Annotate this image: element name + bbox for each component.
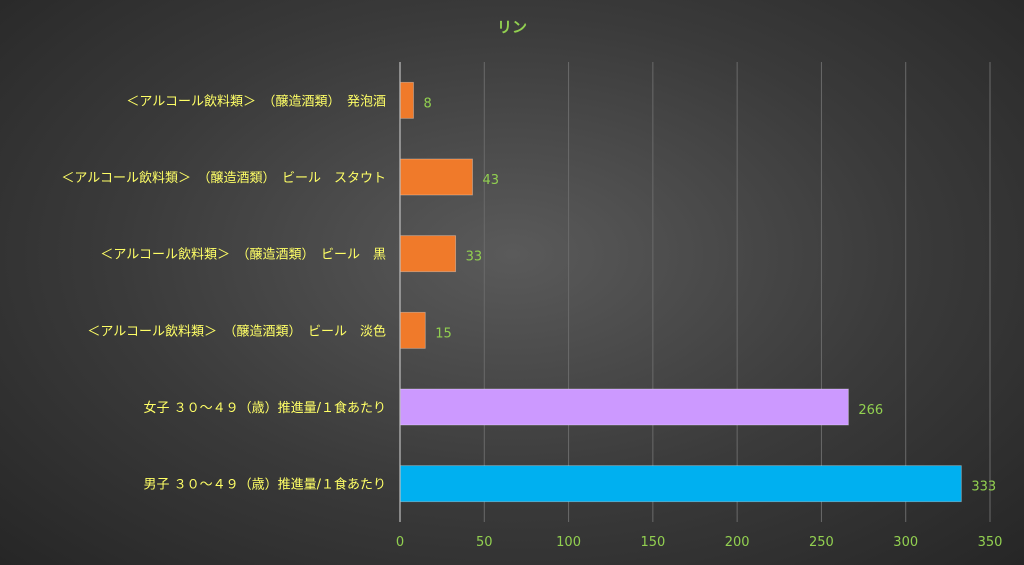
x-tick-label: 0	[396, 535, 404, 550]
category-label: 女子 ３０～４９（歳）推進量/１食あたり	[143, 400, 386, 416]
category-label: ＜アルコール飲料類＞ （醸造酒類） ビール 淡色	[87, 323, 386, 339]
x-tick-label: 250	[809, 535, 834, 550]
category-label: ＜アルコール飲料類＞ （醸造酒類） ビール スタウト	[61, 170, 386, 186]
x-tick-label: 50	[476, 535, 493, 550]
x-tick-label: 300	[893, 535, 918, 550]
data-label: 8	[423, 96, 431, 111]
bar	[399, 388, 849, 426]
bar	[399, 465, 962, 503]
bar	[399, 81, 414, 119]
x-tick-labels: 0 50 100 150 200 250 300 350	[396, 535, 1003, 550]
category-label: 男子 ３０～４９（歳）推進量/１食あたり	[143, 477, 386, 493]
category-label: ＜アルコール飲料類＞ （醸造酒類） 発泡酒	[126, 93, 386, 109]
x-tick-label: 150	[640, 535, 665, 550]
x-tick-label: 350	[978, 535, 1003, 550]
data-labels: 8 43 33 15 266 333	[423, 96, 996, 494]
data-label: 33	[466, 250, 483, 265]
bar	[399, 158, 473, 196]
data-label: 266	[858, 403, 883, 418]
x-tick-label: 200	[725, 535, 750, 550]
x-tick-label: 100	[556, 535, 581, 550]
chart-title: リン	[497, 18, 527, 36]
category-labels: ＜アルコール飲料類＞ （醸造酒類） 発泡酒 ＜アルコール飲料類＞ （醸造酒類） ビ…	[61, 93, 386, 492]
bar	[399, 235, 457, 273]
bars	[399, 81, 962, 503]
data-label: 333	[971, 480, 996, 495]
data-label: 15	[435, 326, 452, 341]
data-label: 43	[482, 173, 499, 188]
gridlines	[483, 62, 991, 522]
category-label: ＜アルコール飲料類＞ （醸造酒類） ビール 黒	[100, 247, 386, 263]
bar	[399, 311, 426, 349]
